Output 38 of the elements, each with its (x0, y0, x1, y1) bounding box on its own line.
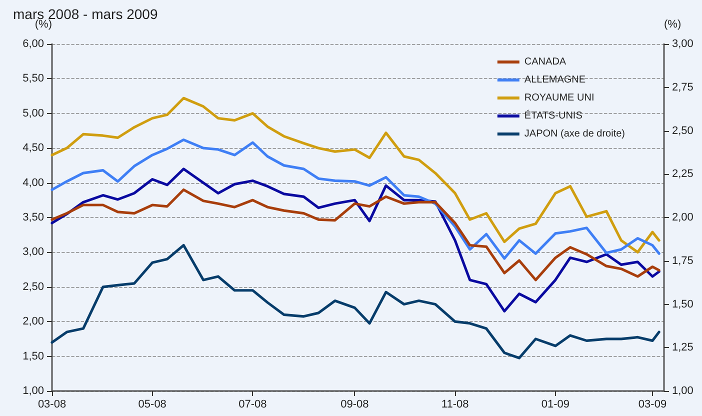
y-tick-label: 1,50 (22, 350, 44, 362)
y2-tick-label: 1,25 (672, 342, 694, 354)
y-tick-label: 1,00 (22, 385, 44, 397)
x-tick-label: 03-08 (38, 398, 66, 410)
legend-label: ROYAUME UNI (524, 92, 594, 104)
y-tick-label: 4,00 (22, 176, 44, 189)
x-tick-label: 09-08 (340, 398, 369, 410)
y-tick-label: 2,50 (22, 280, 44, 293)
y2-tick-label: 1,75 (672, 254, 694, 267)
y-tick-label: 5,50 (22, 72, 44, 85)
y2-tick-label: 1,00 (672, 385, 694, 397)
legend-label: JAPON (axe de droite) (524, 128, 626, 140)
x-tick-label: 07-08 (238, 398, 267, 410)
x-tick-label: 11-08 (441, 398, 469, 410)
y2-tick-label: 2,00 (672, 212, 694, 224)
line-series (50, 188, 660, 282)
x-tick-label: 05-08 (138, 398, 166, 410)
y-tick-label: 3,00 (22, 246, 44, 258)
y2-tick-label: 1,50 (672, 298, 694, 310)
y-tick-label: 4,50 (22, 142, 44, 154)
y2-tick-label: 2,50 (672, 124, 694, 137)
y-tick-label: 2,00 (22, 316, 44, 328)
y2-tick-label: 3,00 (672, 38, 694, 50)
y2-tick-label: 2,75 (672, 81, 694, 94)
y-tick-label: 5,00 (22, 107, 44, 120)
y-tick-label: 3,50 (22, 212, 44, 224)
line-series (50, 244, 660, 360)
legend-label: ALLEMAGNE (524, 74, 586, 86)
y-axis-title: (%) (34, 18, 52, 30)
legend-label: CANADA (524, 56, 566, 68)
x-tick-label: 01-09 (541, 398, 570, 410)
line-series (50, 168, 660, 312)
y2-axis-title: (%) (664, 18, 682, 30)
line-series (50, 138, 660, 260)
y-tick-label: 6,00 (22, 38, 44, 50)
x-tick-label: 03-09 (638, 398, 667, 410)
legend-label: ÉTATS-UNIS (524, 110, 583, 122)
y2-tick-label: 2,25 (672, 168, 694, 180)
